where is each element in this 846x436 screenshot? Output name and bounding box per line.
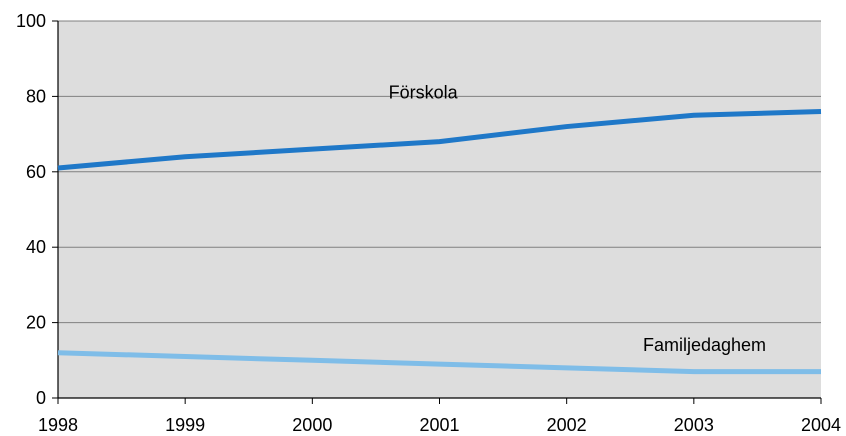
series-group	[57, 108, 822, 375]
y-axis-ticks: 0 20 40 60 80 100	[16, 11, 58, 408]
series-label-1: Familjedaghem	[643, 335, 766, 355]
y-tick-label: 80	[26, 86, 46, 106]
y-tick-label: 40	[26, 237, 46, 257]
x-tick-label: 2001	[419, 415, 459, 435]
series-line-0	[57, 108, 822, 171]
x-tick-label: 2003	[674, 415, 714, 435]
plot-area	[58, 21, 821, 398]
y-tick-label: 0	[36, 388, 46, 408]
y-tick-label: 100	[16, 11, 46, 31]
x-axis-ticks: 1998 1999 2000 2001 2002 2003 2004	[38, 398, 841, 435]
y-tick-label: 60	[26, 162, 46, 182]
gridlines	[58, 20, 821, 324]
series-label-0: Förskola	[389, 83, 459, 103]
x-tick-label: 2004	[801, 415, 841, 435]
y-tick-label: 20	[26, 313, 46, 333]
x-tick-label: 2002	[547, 415, 587, 435]
series-labels: Förskola Familjedaghem	[389, 83, 766, 356]
series-line-1	[57, 350, 821, 375]
x-tick-label: 1998	[38, 415, 78, 435]
x-tick-label: 2000	[292, 415, 332, 435]
x-tick-label: 1999	[165, 415, 205, 435]
